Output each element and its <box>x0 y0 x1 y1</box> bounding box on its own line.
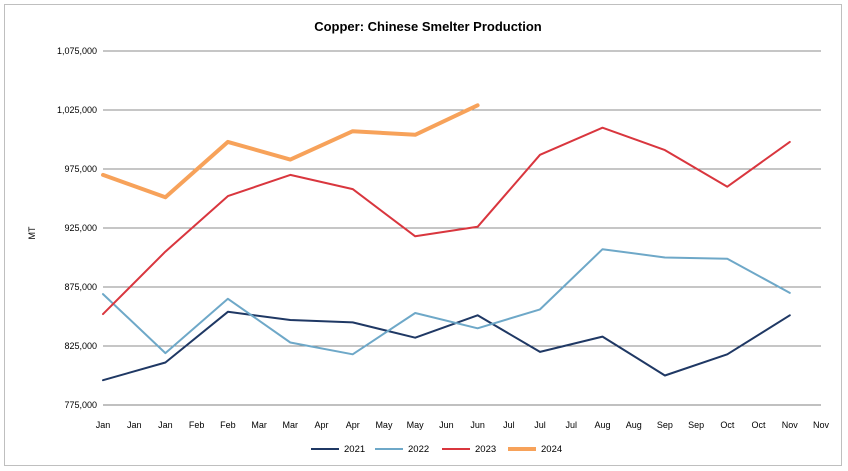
y-tick-label: 975,000 <box>64 164 97 174</box>
series-line-2023 <box>102 126 791 316</box>
x-tick-label: Aug <box>594 420 610 430</box>
x-tick-label: Mar <box>251 420 267 430</box>
series-line-2021 <box>102 310 791 382</box>
legend-label-2024: 2024 <box>541 444 562 455</box>
y-tick-labels: 775,000 825,000 875,000 925,000 975,000 1,025… <box>57 46 97 410</box>
x-tick-labels: Jan Jan Jan Feb Feb Mar Mar Apr Apr May May Jun Jun J… <box>96 420 830 430</box>
x-tick-label: May <box>407 420 425 430</box>
chart-title: Copper: Chinese Smelter Production <box>314 19 542 34</box>
legend-label-2021: 2021 <box>344 444 365 455</box>
gridlines <box>103 50 821 406</box>
x-tick-label: Aug <box>626 420 642 430</box>
x-tick-label: Sep <box>688 420 704 430</box>
line-chart: Copper: Chinese Smelter Production MT 77… <box>27 19 830 455</box>
y-axis-label: MT <box>27 226 37 239</box>
x-tick-label: Nov <box>782 420 799 430</box>
y-tick-label: 925,000 <box>64 223 97 233</box>
x-tick-label: Mar <box>283 420 299 430</box>
x-tick-label: Jul <box>566 420 578 430</box>
legend-label-2023: 2023 <box>475 444 496 455</box>
x-tick-label: Jan <box>127 420 142 430</box>
x-tick-label: Oct <box>720 420 735 430</box>
x-tick-label: Jun <box>470 420 485 430</box>
x-tick-label: Feb <box>220 420 236 430</box>
y-tick-label: 775,000 <box>64 400 97 410</box>
y-tick-label: 825,000 <box>64 341 97 351</box>
series-line-2024 <box>101 103 480 200</box>
series-line-2022 <box>102 248 791 356</box>
x-tick-label: Apr <box>346 420 360 430</box>
x-tick-label: Sep <box>657 420 673 430</box>
legend: 2021 2022 2023 2024 <box>311 444 562 455</box>
x-tick-label: Jul <box>503 420 515 430</box>
x-tick-label: Jan <box>158 420 173 430</box>
x-tick-label: Jul <box>534 420 546 430</box>
x-tick-label: Apr <box>315 420 329 430</box>
y-tick-label: 1,075,000 <box>57 46 97 56</box>
x-tick-label: Jun <box>439 420 454 430</box>
x-tick-label: Oct <box>752 420 767 430</box>
chart-frame: Copper: Chinese Smelter Production MT 77… <box>4 4 842 466</box>
series-lines <box>101 103 791 382</box>
legend-label-2022: 2022 <box>408 444 429 455</box>
y-tick-label: 875,000 <box>64 282 97 292</box>
x-tick-label: Feb <box>189 420 205 430</box>
y-tick-label: 1,025,000 <box>57 105 97 115</box>
x-tick-label: Nov <box>813 420 830 430</box>
x-tick-label: May <box>375 420 393 430</box>
x-tick-label: Jan <box>96 420 111 430</box>
